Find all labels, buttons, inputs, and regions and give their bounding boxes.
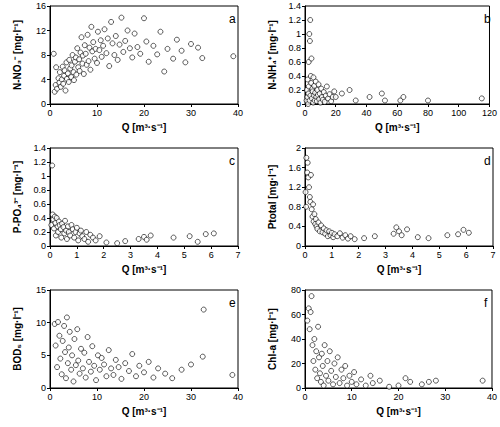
svg-text:c: c: [229, 154, 235, 168]
svg-text:0: 0: [47, 250, 52, 260]
svg-text:N-NO₃⁻ [mg·l⁻¹]: N-NO₃⁻ [mg·l⁻¹]: [12, 20, 23, 90]
svg-text:0.2: 0.2: [288, 85, 301, 95]
svg-text:BOD₅ [mg·l⁻¹]: BOD₅ [mg·l⁻¹]: [12, 307, 23, 371]
svg-text:120: 120: [482, 108, 497, 118]
svg-text:30: 30: [440, 392, 450, 402]
svg-text:30: 30: [186, 108, 196, 118]
svg-text:20: 20: [331, 108, 341, 118]
svg-text:Q [m³·s⁻¹]: Q [m³·s⁻¹]: [375, 122, 420, 133]
svg-text:16: 16: [36, 1, 46, 11]
svg-text:0.4: 0.4: [288, 71, 301, 81]
svg-text:0.4: 0.4: [33, 213, 46, 223]
svg-text:60: 60: [291, 310, 301, 320]
svg-text:20: 20: [393, 392, 403, 402]
svg-text:0: 0: [302, 108, 307, 118]
svg-text:40: 40: [233, 108, 243, 118]
svg-text:80: 80: [291, 285, 301, 295]
svg-text:f: f: [484, 296, 488, 310]
svg-text:0: 0: [41, 383, 46, 393]
svg-text:Q [m³·s⁻¹]: Q [m³·s⁻¹]: [122, 264, 167, 275]
svg-text:1.2: 1.2: [288, 182, 301, 192]
svg-text:0: 0: [296, 241, 301, 251]
svg-text:3: 3: [383, 250, 388, 260]
svg-text:0: 0: [296, 99, 301, 109]
svg-text:0: 0: [41, 99, 46, 109]
svg-text:0.4: 0.4: [288, 221, 301, 231]
svg-text:6: 6: [464, 250, 469, 260]
svg-text:Q [m³·s⁻¹]: Q [m³·s⁻¹]: [122, 406, 167, 417]
svg-text:3: 3: [128, 250, 133, 260]
svg-text:4: 4: [41, 75, 46, 85]
svg-text:12: 12: [36, 26, 46, 36]
svg-text:0.8: 0.8: [33, 185, 46, 195]
svg-text:40: 40: [361, 108, 371, 118]
svg-text:100: 100: [451, 108, 466, 118]
svg-text:4: 4: [410, 250, 415, 260]
svg-text:1.4: 1.4: [33, 143, 46, 153]
svg-text:5: 5: [182, 250, 187, 260]
svg-text:5: 5: [437, 250, 442, 260]
svg-text:6: 6: [209, 250, 214, 260]
svg-text:20: 20: [291, 359, 301, 369]
svg-text:1: 1: [296, 29, 301, 39]
svg-text:Q [m³·s⁻¹]: Q [m³·s⁻¹]: [376, 406, 421, 417]
svg-text:1.4: 1.4: [288, 1, 301, 11]
svg-text:5: 5: [41, 350, 46, 360]
svg-text:8: 8: [41, 50, 46, 60]
svg-text:1: 1: [41, 171, 46, 181]
svg-text:4: 4: [155, 250, 160, 260]
svg-text:7: 7: [490, 250, 495, 260]
svg-text:0: 0: [41, 241, 46, 251]
svg-text:0: 0: [47, 108, 52, 118]
svg-text:20: 20: [139, 108, 149, 118]
svg-text:0: 0: [47, 392, 52, 402]
svg-text:0: 0: [302, 392, 307, 402]
svg-text:2: 2: [101, 250, 106, 260]
svg-text:10: 10: [36, 318, 46, 328]
svg-text:1.2: 1.2: [288, 15, 301, 25]
svg-text:15: 15: [36, 285, 46, 295]
svg-text:1.2: 1.2: [33, 157, 46, 167]
svg-text:30: 30: [186, 392, 196, 402]
svg-text:2: 2: [356, 250, 361, 260]
svg-text:a: a: [229, 12, 236, 26]
svg-text:Ptotal [mg·l⁻¹]: Ptotal [mg·l⁻¹]: [267, 165, 278, 230]
svg-text:1: 1: [74, 250, 79, 260]
svg-text:Q [m³·s⁻¹]: Q [m³·s⁻¹]: [122, 122, 167, 133]
svg-text:P-PO₄³⁻ [mg·l⁻¹]: P-PO₄³⁻ [mg·l⁻¹]: [12, 161, 23, 233]
svg-text:10: 10: [347, 392, 357, 402]
svg-text:d: d: [484, 154, 491, 168]
svg-text:e: e: [229, 296, 236, 310]
svg-text:10: 10: [92, 108, 102, 118]
svg-text:0: 0: [296, 383, 301, 393]
svg-text:40: 40: [233, 392, 243, 402]
svg-text:1.6: 1.6: [288, 163, 301, 173]
svg-text:0: 0: [302, 250, 307, 260]
svg-text:7: 7: [235, 250, 240, 260]
svg-text:Q [m³·s⁻¹]: Q [m³·s⁻¹]: [377, 264, 422, 275]
svg-text:0.8: 0.8: [288, 202, 301, 212]
svg-text:0.2: 0.2: [33, 227, 46, 237]
svg-text:20: 20: [139, 392, 149, 402]
svg-text:Chl-a [mg·l⁻¹]: Chl-a [mg·l⁻¹]: [267, 308, 278, 370]
svg-text:40: 40: [291, 334, 301, 344]
svg-text:0.6: 0.6: [33, 199, 46, 209]
svg-text:80: 80: [423, 108, 433, 118]
svg-text:10: 10: [92, 392, 102, 402]
svg-text:2: 2: [296, 143, 301, 153]
svg-text:60: 60: [392, 108, 402, 118]
svg-text:b: b: [484, 12, 491, 26]
svg-text:0.8: 0.8: [288, 43, 301, 53]
svg-text:N-NH₄⁺ [mg·l⁻¹]: N-NH₄⁺ [mg·l⁻¹]: [267, 20, 278, 90]
svg-text:40: 40: [487, 392, 497, 402]
svg-text:1: 1: [329, 250, 334, 260]
svg-text:0.6: 0.6: [288, 57, 301, 67]
